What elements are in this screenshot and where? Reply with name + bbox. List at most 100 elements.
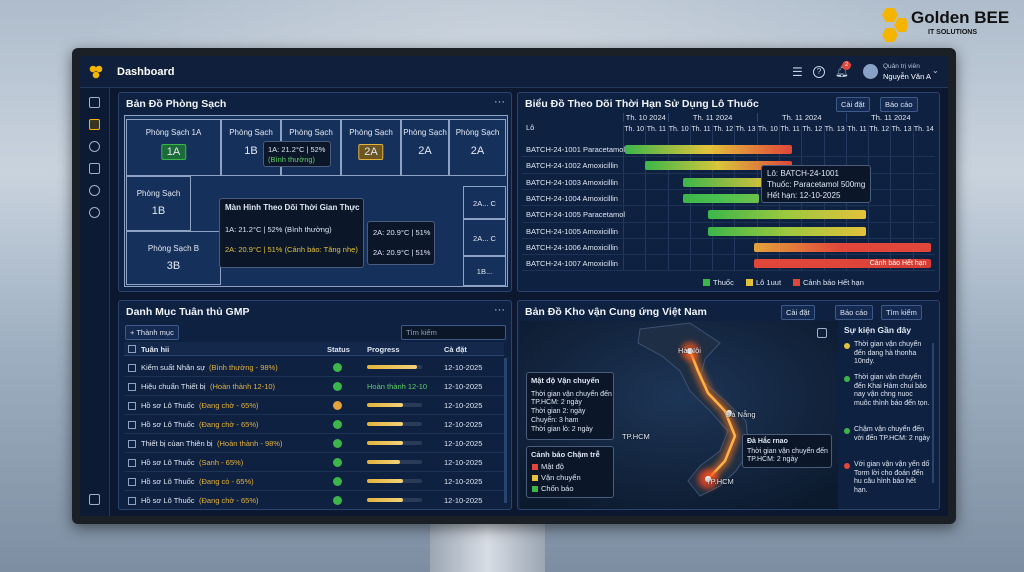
checkbox[interactable] [128,383,136,391]
item-state: (Hoàn thành 12-10) [210,382,276,391]
legend-label: Cảnh báo Hết hạn [803,278,864,287]
panel-menu[interactable]: ··· [494,304,505,316]
expiry-bar[interactable] [625,145,793,154]
month-label: Th. 10 2024 [623,113,668,122]
logo-mark [878,6,908,50]
delay-legend: Cảnh báo Chậm trễ Mật độ Vận chuyển Chốn bá… [526,446,614,498]
row-line [124,471,504,472]
expiry-bar[interactable]: Cảnh báo Hết hạn [754,259,931,269]
event-dot [844,343,850,349]
expiry-bar[interactable] [707,226,866,236]
week-label: Th. 10 [668,126,689,133]
grid-column [623,125,624,272]
month-label: Th. 11 2024 [667,113,757,122]
search-button[interactable]: Tìm kiếm [881,305,922,320]
nav-users[interactable] [89,141,100,152]
add-item-button[interactable]: + Thành mục [125,325,179,340]
event-text[interactable]: Với gian vận vận yến dố Torm lời cho đoá… [854,461,930,494]
event-text[interactable]: Chậm vận chuyển đến vời đến TP.HCM: 2 ng… [854,426,930,442]
row-line [522,221,935,223]
room: Phòng Sạch 2A [449,119,506,176]
row-line [522,205,935,207]
city-label: TP.HCM [622,432,650,441]
legend-label: Chốn báo [541,484,574,493]
top-bar: Dashboard ☰ ? 🔔︎ 2 Quản trị viên Nguyễn … [80,56,948,88]
checkbox[interactable] [128,459,136,467]
panel-title: Danh Mục Tuân thủ GMP [126,306,250,318]
event-text[interactable]: Thời gian vận chuyển đến dang hà thonha … [854,341,922,366]
row-line [124,433,504,434]
search-box[interactable]: Tìm kiếm [401,325,506,340]
expiry-bar[interactable] [645,161,793,171]
legend-label: Vận chuyển [541,473,581,482]
lot-label: BATCH-24-1002 Amoxicillin [526,161,618,171]
event-dot [844,428,850,434]
expiry-bar[interactable] [754,242,931,252]
progress-bar [367,422,403,426]
room-name: Phòng Sạch B [147,244,200,253]
settings-button[interactable]: Cài đặt [836,97,870,112]
events-scrollbar [932,343,934,483]
checkbox[interactable] [128,478,136,486]
progress-bar [367,479,403,483]
batch-tooltip: Lô: BATCH-24-1001 Thuốc: Paracetamol 500m… [761,165,871,203]
room-name: Phòng Sạch [229,128,273,137]
monitor-popup: Màn Hình Theo Dõi Thời Gian Thực 1A: 21.2… [219,198,364,268]
user-menu-caret[interactable]: ⌄ [932,66,939,75]
panel-menu[interactable]: ··· [494,96,505,108]
monitor-title: Màn Hình Theo Dõi Thời Gian Thực [225,203,360,212]
page-title: Dashboard [117,66,175,78]
lot-label: BATCH-24-1003 Amoxicillin [526,177,618,187]
checkbox[interactable] [128,364,136,372]
events-sidebar [840,321,938,509]
lot-label: BATCH-24-1007 Amoxicillin [526,259,618,269]
status-icon [333,439,342,448]
help-icon[interactable]: ? [813,66,825,78]
nav-reports[interactable] [89,207,100,218]
checkbox[interactable] [128,421,136,429]
checkbox[interactable] [128,440,136,448]
row-line [124,414,504,415]
room-name: Phòng Sạch 1A [145,128,202,137]
status-icon [333,401,342,410]
checkbox[interactable] [128,402,136,410]
item-state: (Sanh - 65%) [199,458,244,467]
panel-title: Biểu Đồ Theo Dõi Thời Hạn Sử Dụng Lô Thu… [525,98,759,110]
item-state: (Đang cò - 65%) [199,477,254,486]
side-room-name: 2A... C [473,198,496,208]
nav-settings[interactable] [89,185,100,196]
report-button[interactable]: Báo cáo [835,305,873,320]
row-line [522,172,935,174]
month-label: Th. 11 2024 [845,113,935,122]
nav-dashboard[interactable] [89,119,100,130]
nav-home[interactable] [89,97,100,108]
expiry-bar[interactable] [683,193,759,203]
avatar[interactable] [863,64,878,79]
settings-button[interactable]: Cài đặt [781,305,815,320]
logo-name: Golden BEE [911,8,1010,27]
room-code: 1A [160,144,187,160]
room-name: Phòng Sạch [349,128,393,137]
progress-bar [367,365,417,369]
status-icon [333,496,342,505]
room-name: Phòng Sạch [403,128,447,137]
room: Phòng Sạch 1B [126,176,191,231]
fullscreen-button[interactable] [817,328,827,338]
week-label: Th. 10 [757,126,778,133]
checkbox[interactable] [128,497,136,505]
status-icon [333,458,342,467]
nav-logout[interactable] [89,494,100,505]
app-logo[interactable] [89,65,103,79]
monitor-popup-2: 2A: 20.9°C | 51% 2A: 20.9°C | 51% [367,221,435,265]
nav-documents[interactable] [89,163,100,174]
monitor-reading: 2A: 20.9°C | 51% [373,248,431,257]
item-name: Hồ sơ Lô Thuốc [141,458,195,467]
event-text[interactable]: Thời gian vận chuyển đến Khai Hàm chui b… [854,374,930,407]
report-button[interactable]: Báo cáo [880,97,918,112]
menu-icon[interactable]: ☰ [792,65,803,79]
room-name: Phòng Sạch [289,128,333,137]
checkbox[interactable] [128,345,136,353]
side-room: 2A... C [463,219,506,256]
expiry-bar[interactable] [707,210,866,220]
side-room: 1B... [463,256,506,286]
